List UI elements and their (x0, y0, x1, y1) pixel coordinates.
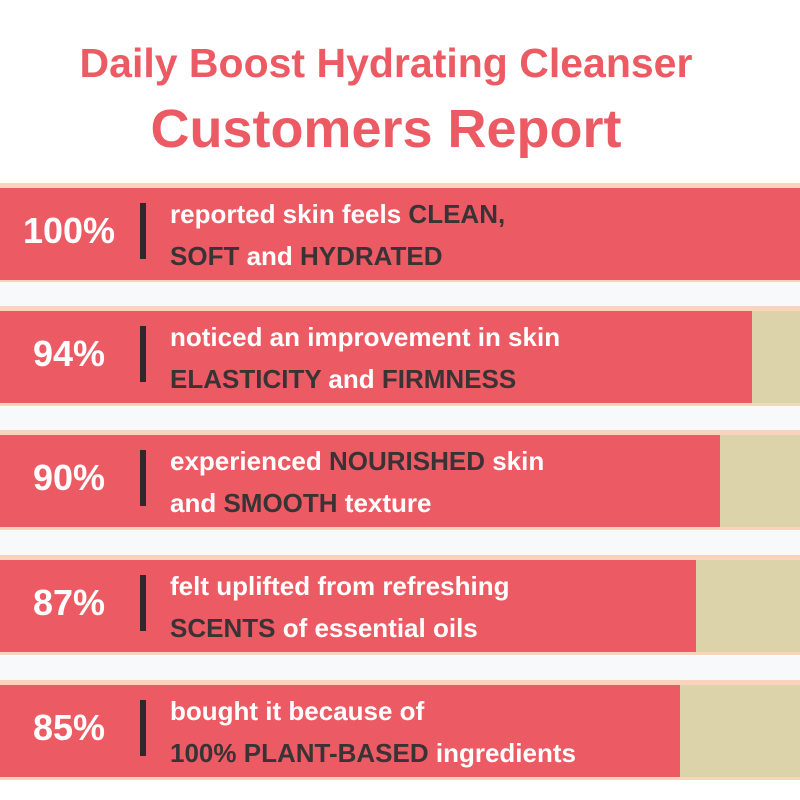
bar-description: reported skin feels CLEAN, SOFT and HYDRA… (170, 193, 505, 277)
text: skin (485, 446, 545, 476)
description-line: ELASTICITY and FIRMNESS (170, 358, 560, 400)
bar-track (0, 560, 800, 652)
bar-description: felt uplifted from refreshing SCENTS of e… (170, 565, 509, 649)
text: reported skin feels (170, 199, 409, 229)
description-line: experienced NOURISHED skin (170, 440, 544, 482)
highlight-text: SOFT (170, 241, 240, 271)
highlight-text: HYDRATED (300, 241, 443, 271)
bar-fill (0, 311, 752, 403)
bar-track (0, 188, 800, 280)
description-line: SCENTS of essential oils (170, 607, 509, 649)
row-gap (0, 282, 800, 306)
divider (140, 700, 146, 756)
title-line-2: Customers Report (150, 99, 622, 159)
divider (140, 450, 146, 506)
bar-row: 90% experienced NOURISHED skin and SMOOTH … (0, 430, 800, 530)
divider (140, 326, 146, 382)
text: of essential oils (275, 613, 478, 643)
text: and (170, 488, 224, 518)
bar-row: 85% bought it because of 100% PLANT-BASED … (0, 680, 800, 780)
highlight-text: SCENTS (170, 613, 276, 643)
row-gap (0, 531, 800, 555)
highlight-text: SMOOTH (223, 488, 338, 518)
text: felt uplifted from refreshing (170, 571, 510, 601)
highlight-text: CLEAN, (408, 199, 506, 229)
bar-description: noticed an improvement in skin ELASTICITY… (170, 316, 560, 400)
bar-description: experienced NOURISHED skin and SMOOTH tex… (170, 440, 544, 524)
text: noticed an improvement in skin (170, 322, 561, 352)
description-line: noticed an improvement in skin (170, 316, 560, 358)
bar-track (0, 685, 800, 777)
percent-label: 87% (32, 582, 106, 623)
text: ingredients (428, 738, 576, 768)
bar-row: 94% noticed an improvement in skin ELASTIC… (0, 306, 800, 406)
divider (140, 203, 146, 259)
bar-description: bought it because of 100% PLANT-BASED ing… (170, 690, 576, 774)
divider (140, 575, 146, 631)
highlight-text: FIRMNESS (381, 364, 517, 394)
percent-label: 100% (22, 210, 116, 251)
text: and (239, 241, 301, 271)
bar-fill (0, 188, 800, 280)
percent-label: 94% (32, 333, 106, 374)
bar-fill (0, 435, 720, 527)
description-line: 100% PLANT-BASED ingredients (170, 732, 576, 774)
description-line: and SMOOTH texture (170, 482, 544, 524)
highlight-text: NOURISHED (328, 446, 485, 476)
bar-row: 87% felt uplifted from refreshing SCENTS o… (0, 555, 800, 655)
description-line: bought it because of (170, 690, 576, 732)
description-line: reported skin feels CLEAN, (170, 193, 505, 235)
bar-track (0, 435, 800, 527)
highlight-text: ELASTICITY (170, 364, 322, 394)
description-line: felt uplifted from refreshing (170, 565, 509, 607)
text: bought it because of (170, 696, 425, 726)
percent-label: 85% (32, 707, 106, 748)
bar-fill (0, 560, 696, 652)
text: texture (337, 488, 432, 518)
description-line: SOFT and HYDRATED (170, 235, 505, 277)
text: experienced (170, 446, 329, 476)
highlight-text: 100% PLANT-BASED (170, 738, 429, 768)
bar-track (0, 311, 800, 403)
bar-row: 100% reported skin feels CLEAN, SOFT and H… (0, 183, 800, 283)
text: and (321, 364, 382, 394)
title-line-1: Daily Boost Hydrating Cleanser (79, 40, 693, 86)
percent-label: 90% (32, 457, 106, 498)
row-gap (0, 406, 800, 430)
bar-fill (0, 685, 680, 777)
row-gap (0, 656, 800, 680)
